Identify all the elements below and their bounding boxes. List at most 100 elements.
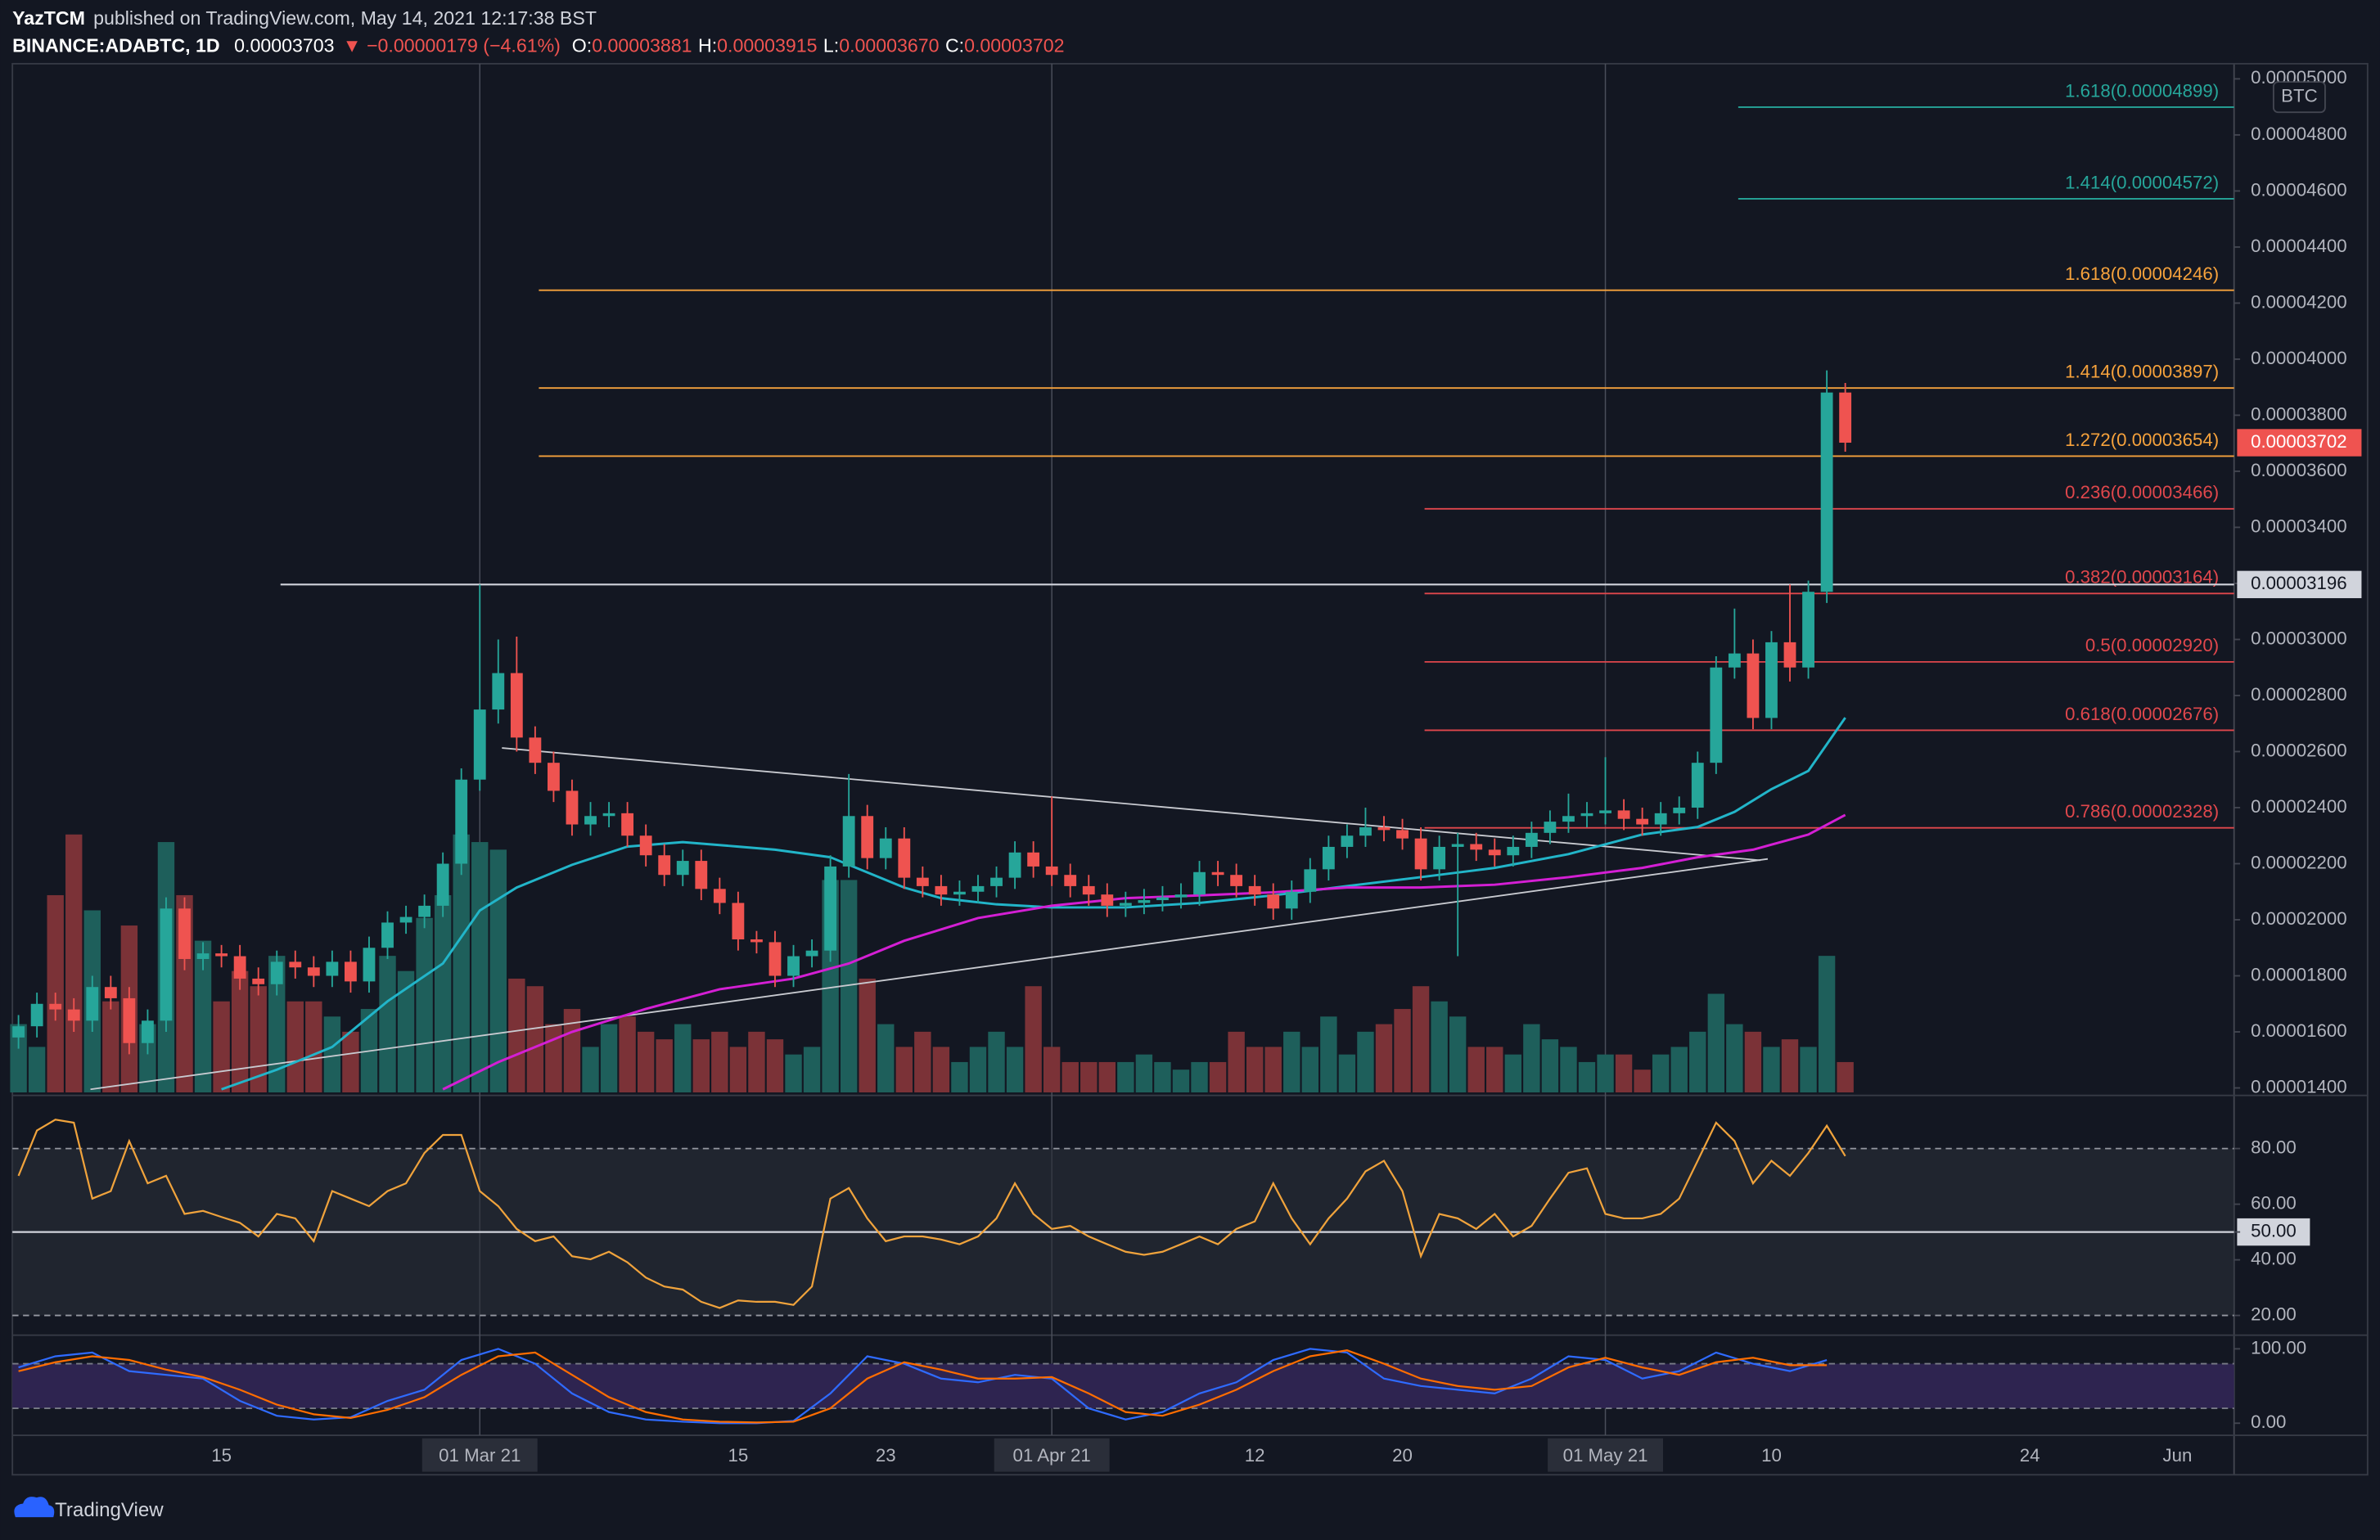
- volume-bar: [1154, 1061, 1171, 1093]
- volume-bar: [1615, 1054, 1633, 1093]
- y-tick-label: 0.00002600: [2251, 740, 2347, 760]
- volume-bar: [1523, 1024, 1540, 1093]
- volume-bar: [1080, 1061, 1098, 1093]
- candle-body: [1082, 885, 1095, 895]
- x-tick-label: 24: [2020, 1445, 2040, 1466]
- volume-bar: [1800, 1047, 1817, 1093]
- volume-bar: [416, 917, 433, 1093]
- fib-label: 0.786(0.00002328): [2065, 801, 2219, 822]
- candle-body: [345, 961, 357, 982]
- volume-bar: [1431, 1001, 1448, 1093]
- volume-bar: [286, 1001, 304, 1093]
- candle-body: [104, 987, 117, 998]
- volume-bar: [1375, 1024, 1393, 1093]
- volume-bar: [1025, 986, 1042, 1093]
- candle-body: [769, 942, 782, 976]
- candle-body: [418, 905, 431, 917]
- stoch-line: [18, 1348, 1828, 1425]
- ohlc-value: 0.00003670: [839, 35, 939, 56]
- candle-body: [30, 1003, 43, 1027]
- candle-body: [566, 790, 579, 825]
- volume-bar: [932, 1047, 950, 1093]
- volume-bar: [1670, 1047, 1688, 1093]
- candle-body: [861, 816, 874, 858]
- x-tick-label: 23: [876, 1445, 896, 1466]
- volume-bar: [1578, 1061, 1596, 1093]
- candle-body: [289, 961, 302, 968]
- volume-bar: [231, 970, 249, 1093]
- candle-body: [307, 967, 320, 976]
- candle-body: [123, 997, 136, 1043]
- volume-bar: [213, 1001, 230, 1093]
- volume-bar: [1818, 956, 1836, 1093]
- last-price-label: 0.00003702: [2251, 431, 2347, 452]
- candle-body: [676, 861, 689, 876]
- candle-body: [1377, 826, 1391, 831]
- candle-body: [473, 709, 486, 780]
- brand-logo: [14, 1497, 55, 1518]
- volume-bar: [1264, 1047, 1282, 1093]
- fib-label: 0.236(0.00003466): [2065, 482, 2219, 502]
- y-tick-label: 0.00001800: [2251, 964, 2347, 984]
- candle-body: [141, 1020, 154, 1043]
- volume-bar: [711, 1031, 728, 1093]
- y-tick-label: 0.00001600: [2251, 1020, 2347, 1041]
- published: published on TradingView.com, May 14, 20…: [93, 7, 597, 29]
- fib-label: 1.272(0.00003654): [2065, 430, 2219, 450]
- volume-bar: [988, 1031, 1005, 1093]
- volume-bar: [1689, 1031, 1706, 1093]
- candle-body: [1322, 846, 1335, 870]
- candle-body: [732, 903, 745, 939]
- x-tick-label: 15: [728, 1445, 749, 1466]
- y-tick-label: 0.00004000: [2251, 348, 2347, 368]
- volume-bar: [1652, 1054, 1670, 1093]
- author: YazTCM: [12, 7, 85, 29]
- volume-bar: [1541, 1039, 1559, 1093]
- y-tick-label: 0.00002800: [2251, 684, 2347, 705]
- symbol: BINANCE:ADABTC, 1D: [12, 35, 219, 56]
- volume-bar: [656, 1039, 673, 1093]
- x-tick-label: 01 Mar 21: [439, 1445, 521, 1466]
- volume-bar: [1486, 1047, 1503, 1093]
- header-line-2: BINANCE:ADABTC, 1D 0.00003703 ▼ −0.00000…: [12, 35, 1064, 56]
- x-tick-label: Jun: [2163, 1445, 2193, 1466]
- candle-body: [49, 1003, 62, 1010]
- volume-bar: [1135, 1054, 1153, 1093]
- volume-bar: [1191, 1061, 1208, 1093]
- candle-body: [1562, 816, 1575, 822]
- candle-body: [1783, 642, 1796, 668]
- y-tick-label: 0.00003400: [2251, 516, 2347, 536]
- volume-bar: [766, 1039, 784, 1093]
- candle-body: [1636, 818, 1649, 825]
- candle-body: [252, 978, 265, 984]
- candle-body: [898, 838, 911, 878]
- candle-body: [1174, 894, 1188, 898]
- volume-bar: [914, 1031, 931, 1093]
- candle-body: [824, 866, 837, 951]
- volume-bar: [1062, 1061, 1079, 1093]
- volume-bar: [600, 1024, 618, 1093]
- candle-body: [1138, 900, 1151, 903]
- volume-bar: [1117, 1061, 1134, 1093]
- candle-body: [233, 956, 246, 979]
- volume-bar: [102, 1001, 119, 1093]
- candle-body: [658, 855, 671, 876]
- candle-body: [1064, 875, 1077, 886]
- volume-bar: [1172, 1069, 1190, 1093]
- candle-body: [1765, 642, 1778, 718]
- candle-body: [1728, 653, 1741, 668]
- volume-bar: [895, 1047, 913, 1093]
- ohlc-label: H:: [698, 35, 717, 56]
- candle-body: [1451, 844, 1464, 847]
- fib-label: 1.618(0.00004899): [2065, 80, 2219, 101]
- volume-bar: [1006, 1047, 1024, 1093]
- header-line-1: YazTCM published on TradingView.com, May…: [12, 7, 597, 29]
- volume-bar: [1283, 1031, 1300, 1093]
- volume-bar: [1338, 1054, 1356, 1093]
- x-tick-box: [994, 1438, 1110, 1472]
- x-tick-label: 01 Apr 21: [1013, 1445, 1091, 1466]
- volume-bar: [1043, 1047, 1061, 1093]
- volume-bar: [1726, 1024, 1743, 1093]
- volume-bar: [1357, 1031, 1374, 1093]
